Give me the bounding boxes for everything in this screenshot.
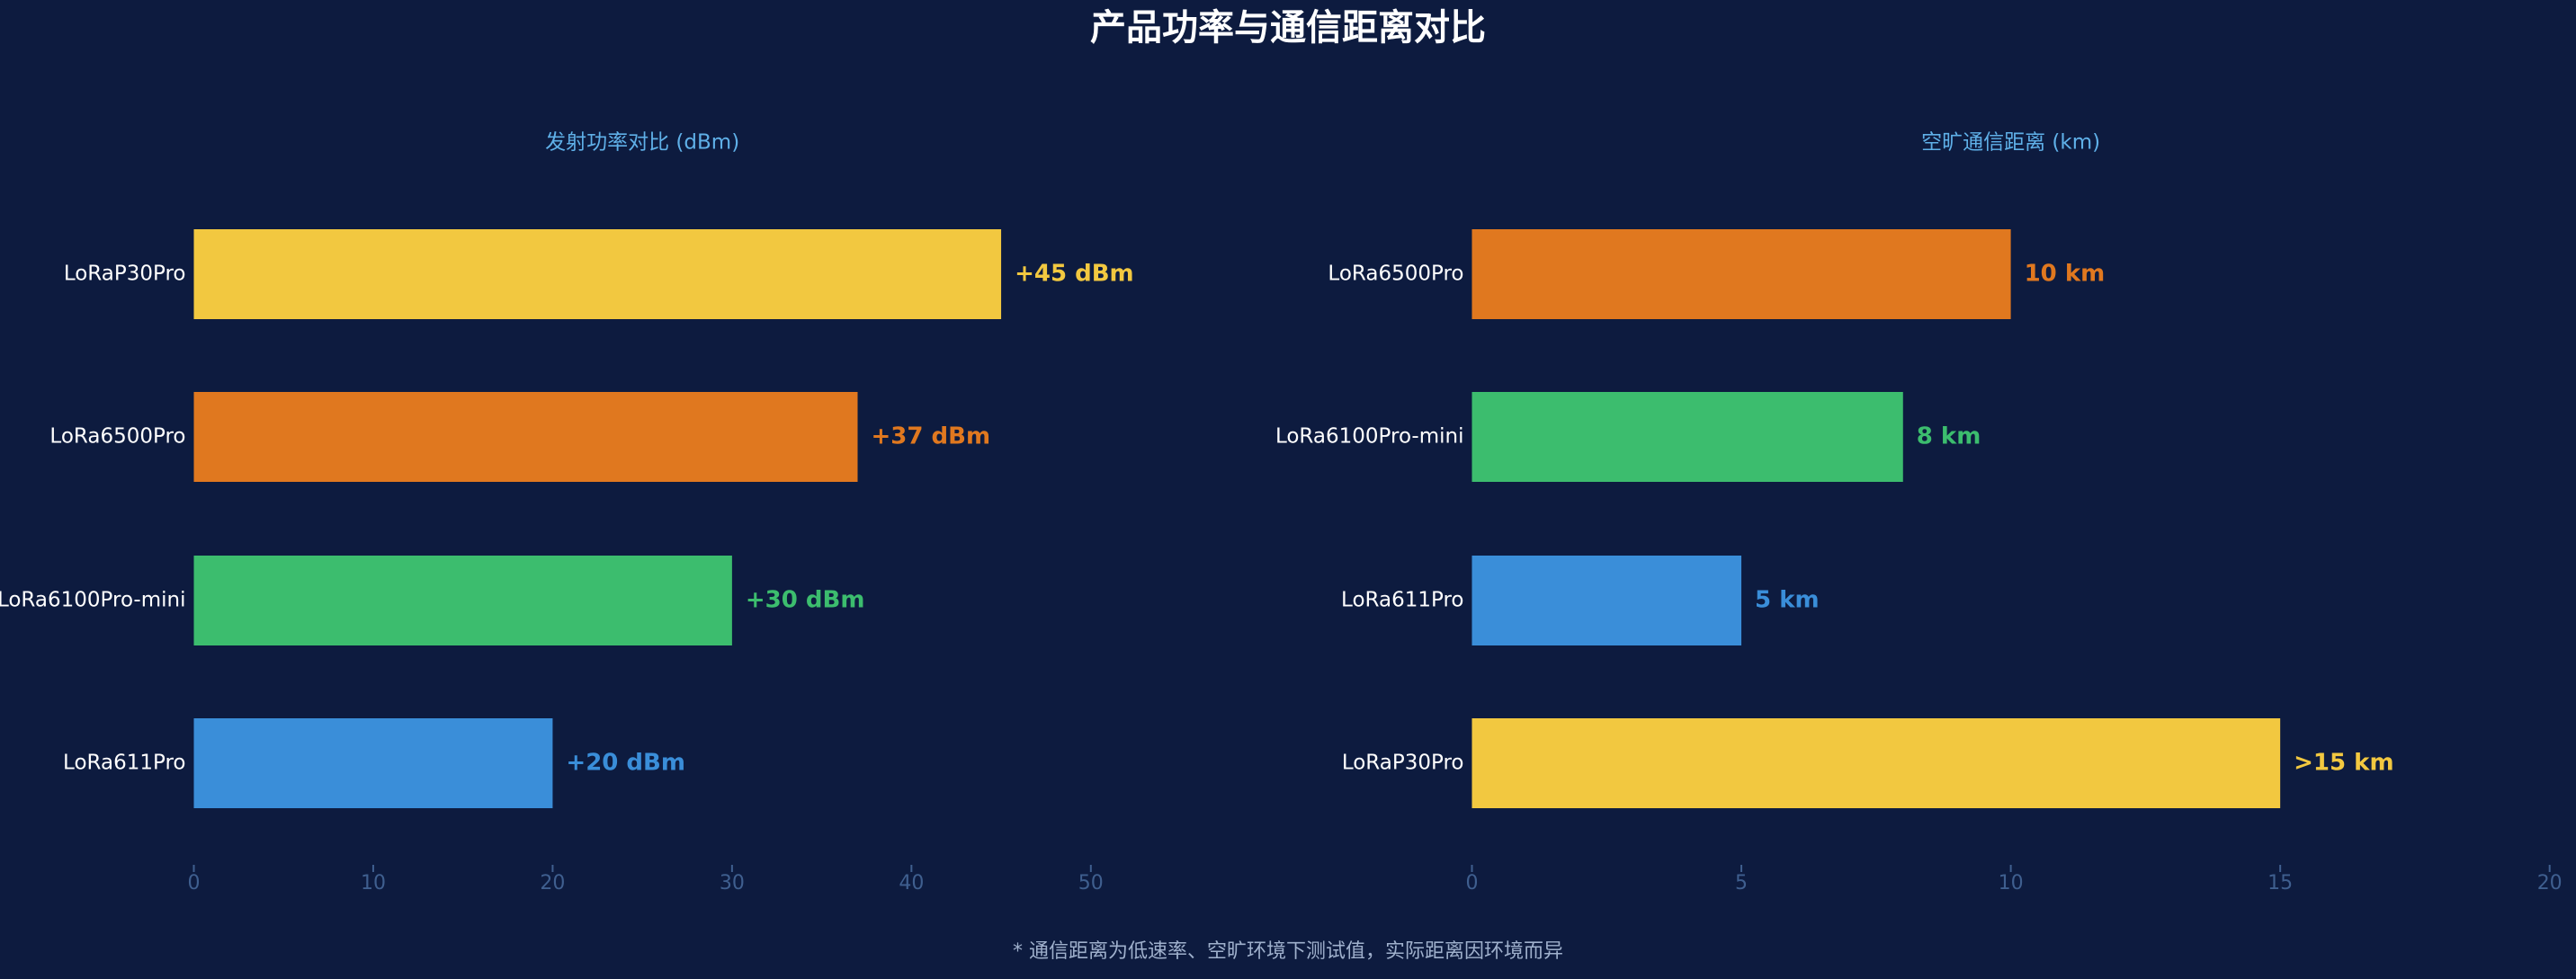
value-label: +37 dBm: [872, 423, 991, 450]
x-tick-label: 20: [2537, 872, 2563, 894]
x-tick-label: 0: [188, 872, 201, 894]
bar: [193, 229, 1002, 319]
x-tick-label: 15: [2267, 872, 2293, 894]
subplot-title: 空旷通信距离 (km): [1921, 131, 2100, 155]
bar: [193, 718, 553, 808]
value-label: >15 km: [2294, 750, 2393, 777]
y-tick-label: LoRaP30Pro: [64, 263, 186, 286]
subplot-title: 发射功率对比 (dBm): [545, 131, 739, 155]
bar: [193, 556, 732, 645]
y-tick-label: LoRa611Pro: [1341, 589, 1463, 612]
value-label: 8 km: [1917, 423, 1981, 450]
bar: [1471, 229, 2011, 319]
chart-title: 产品功率与通信距离对比: [1090, 7, 1486, 49]
y-tick-label: LoRa611Pro: [63, 752, 185, 775]
y-tick-label: LoRa6100Pro-mini: [1275, 425, 1464, 449]
bar: [1471, 718, 2281, 808]
value-label: +45 dBm: [1015, 261, 1134, 288]
bar: [1471, 556, 1742, 645]
y-tick-label: LoRa6100Pro-mini: [0, 589, 186, 612]
y-tick-label: LoRa6500Pro: [49, 425, 185, 449]
bar: [1471, 392, 1903, 482]
y-tick-label: LoRa6500Pro: [1328, 263, 1463, 286]
y-tick-label: LoRaP30Pro: [1342, 752, 1464, 775]
value-label: 10 km: [2025, 261, 2106, 288]
x-tick-label: 40: [899, 872, 924, 894]
x-tick-label: 5: [1735, 872, 1748, 894]
x-tick-label: 50: [1078, 872, 1104, 894]
value-label: +30 dBm: [746, 587, 865, 614]
x-tick-label: 10: [361, 872, 386, 894]
x-tick-label: 0: [1466, 872, 1479, 894]
value-label: 5 km: [1755, 587, 1820, 614]
footnote: * 通信距离为低速率、空旷环境下测试值，实际距离因环境而异: [1013, 940, 1563, 963]
x-tick-label: 30: [720, 872, 745, 894]
bar: [193, 392, 858, 482]
value-label: +20 dBm: [566, 750, 685, 777]
x-tick-label: 20: [540, 872, 565, 894]
x-tick-label: 10: [1999, 872, 2024, 894]
